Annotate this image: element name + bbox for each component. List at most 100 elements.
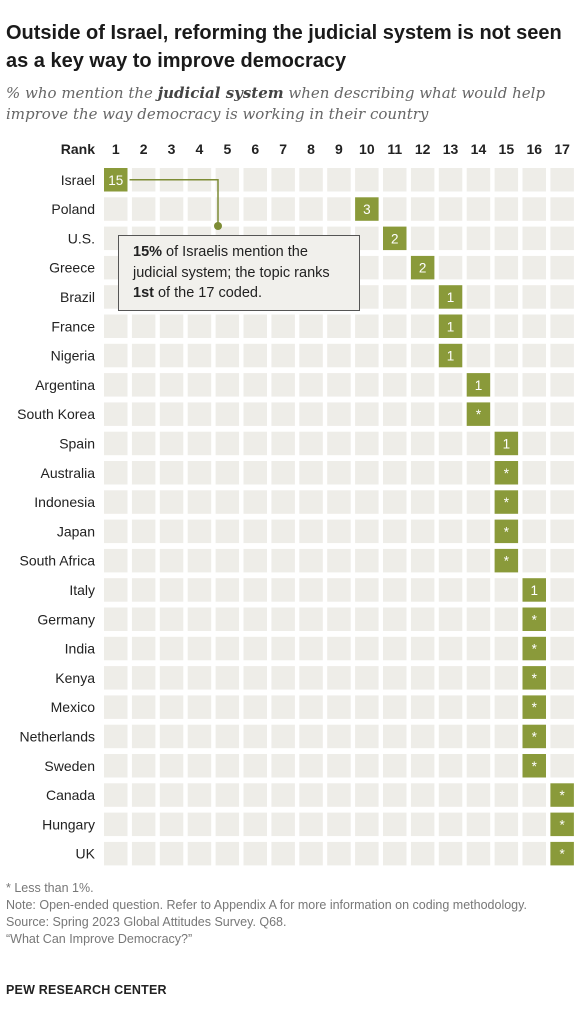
country-label: Brazil	[60, 289, 95, 305]
country-label: Germany	[37, 611, 95, 627]
rank-cell-empty	[215, 548, 240, 573]
rank-cell-empty	[494, 754, 519, 778]
rank-cell-filled	[550, 812, 574, 837]
rank-cell-empty	[187, 402, 212, 426]
rank-cell-filled	[522, 636, 546, 661]
rank-cell-empty	[494, 812, 519, 837]
rank-cell-empty	[383, 841, 407, 866]
rank-cell-empty	[438, 255, 463, 280]
rank-cell-empty	[131, 197, 156, 221]
rank-cell-empty	[243, 431, 267, 456]
rank-cell-empty	[327, 724, 351, 749]
rank-cell-empty	[522, 402, 546, 426]
rank-cell-empty	[494, 343, 519, 368]
rank-cell-empty	[550, 255, 574, 280]
rank-cell-empty	[131, 578, 156, 602]
rank-cell-empty	[243, 373, 267, 397]
rank-cell-empty	[243, 578, 267, 602]
rank-cell-empty	[131, 461, 156, 485]
rank-cell-empty	[159, 548, 184, 573]
rank-cell-filled	[494, 431, 519, 456]
rank-cell-empty	[494, 314, 519, 338]
rank-cell-empty	[104, 841, 128, 866]
rank-cell-empty	[494, 695, 519, 719]
rank-cell-empty	[299, 461, 323, 485]
cell-value-label: 3	[363, 202, 371, 217]
rank-cell-empty	[271, 314, 295, 338]
rank-cell-empty	[550, 168, 574, 192]
rank-cell-empty	[550, 754, 574, 778]
rank-axis-label: Rank	[61, 141, 95, 157]
rank-cell-empty	[522, 841, 546, 866]
rank-cell-empty	[131, 490, 156, 514]
rank-cell-empty	[466, 168, 491, 192]
chart-title: Outside of Israel, reforming the judicia…	[6, 22, 562, 72]
rank-cell-empty	[159, 695, 184, 719]
rank-cell-empty	[299, 841, 323, 866]
rank-cell-empty	[104, 314, 128, 338]
cell-value-label: 2	[419, 261, 427, 276]
rank-cell-empty	[187, 841, 212, 866]
rank-cell-empty	[383, 461, 407, 485]
rank-cell-empty	[299, 578, 323, 602]
country-label: South Korea	[17, 406, 95, 422]
rank-cell-empty	[383, 255, 407, 280]
rank-cell-empty	[466, 548, 491, 573]
annotation-rank: 1st	[133, 285, 154, 301]
rank-cell-empty	[355, 285, 379, 309]
rank-cell-empty	[438, 490, 463, 514]
rank-cell-empty	[410, 695, 435, 719]
rank-cell-empty	[299, 168, 323, 192]
cell-value-label: *	[532, 642, 538, 657]
rank-cell-empty	[383, 490, 407, 514]
rank-cell-empty	[327, 519, 351, 544]
rank-cell-empty	[355, 168, 379, 192]
rank-tick-2: 2	[140, 141, 148, 157]
rank-cell-empty	[550, 402, 574, 426]
rank-cell-empty	[383, 197, 407, 221]
chart-subtitle: % who mention the judicial system when d…	[6, 83, 578, 125]
rank-cell-empty	[494, 783, 519, 807]
cell-value-label: *	[532, 700, 538, 715]
rank-cell-empty	[410, 519, 435, 544]
cell-value-label: *	[532, 671, 538, 686]
rank-cell-empty	[522, 548, 546, 573]
country-label: France	[51, 318, 95, 334]
rank-cell-empty	[327, 461, 351, 485]
country-label: Australia	[41, 465, 96, 481]
rank-cell-empty	[494, 168, 519, 192]
rank-cell-empty	[550, 373, 574, 397]
rank-cell-empty	[327, 666, 351, 690]
rank-cell-empty	[187, 461, 212, 485]
rank-cell-empty	[410, 197, 435, 221]
cell-value-label: *	[504, 495, 510, 510]
country-label: South Africa	[20, 553, 96, 569]
rank-cell-filled	[494, 519, 519, 544]
rank-cell-empty	[466, 724, 491, 749]
rank-cell-empty	[522, 285, 546, 309]
cell-value-label: *	[532, 612, 538, 627]
rank-cell-empty	[522, 373, 546, 397]
rank-cell-empty	[243, 548, 267, 573]
rank-cell-empty	[299, 812, 323, 837]
rank-cell-empty	[438, 754, 463, 778]
rank-cell-empty	[410, 548, 435, 573]
rank-cell-empty	[104, 548, 128, 573]
rank-cell-empty	[299, 431, 323, 456]
rank-cell-empty	[299, 343, 323, 368]
rank-cell-empty	[271, 695, 295, 719]
rank-cell-empty	[494, 841, 519, 866]
rank-cell-empty	[187, 373, 212, 397]
rank-cell-empty	[410, 431, 435, 456]
annotation-connector	[129, 179, 219, 226]
rank-cell-empty	[299, 373, 323, 397]
rank-cell-empty	[299, 783, 323, 807]
footnote-source: Source: Spring 2023 Global Attitudes Sur…	[6, 915, 287, 929]
rank-cell-empty	[159, 666, 184, 690]
rank-cell-empty	[131, 695, 156, 719]
rank-cell-empty	[215, 578, 240, 602]
rank-cell-empty	[383, 548, 407, 573]
rank-cell-empty	[327, 607, 351, 631]
rank-cell-empty	[438, 841, 463, 866]
country-label: U.S.	[68, 230, 95, 246]
